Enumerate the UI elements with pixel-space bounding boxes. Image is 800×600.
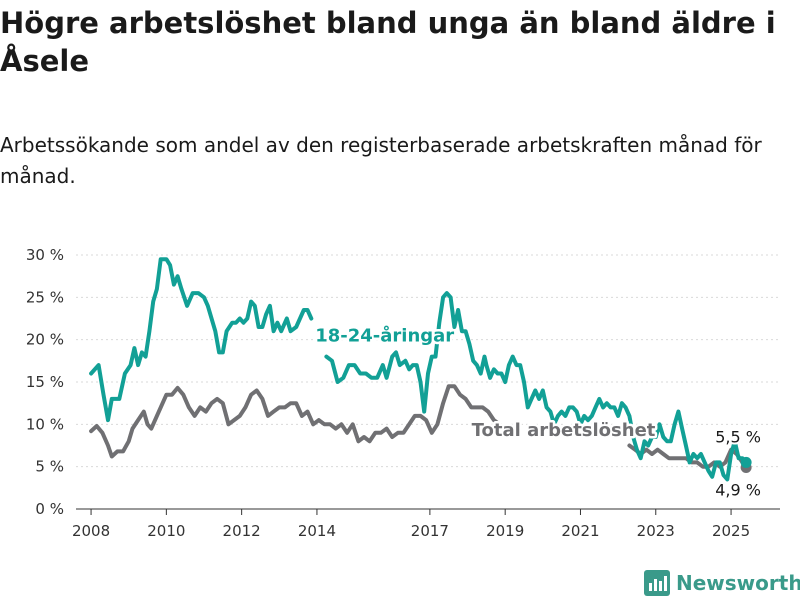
end-value-label: 5,5 % — [715, 427, 761, 446]
chart-annotations: 18-24-åringar Total arbetslöshet 5,5 % 4,9 … — [313, 322, 763, 502]
x-tick-label: 2008 — [72, 522, 110, 540]
x-tick-label: 2023 — [637, 522, 675, 540]
x-tick-label: 2017 — [411, 522, 449, 540]
x-tick-label: 2014 — [298, 522, 336, 540]
series-label: 18-24-åringar — [315, 324, 454, 346]
series-line — [89, 257, 314, 423]
page-subtitle: Arbetssökande som andel av den registerb… — [0, 133, 762, 188]
y-tick-label: 20 % — [26, 331, 64, 349]
newsworthy-brand: Newsworthy — [644, 568, 800, 598]
y-tick-label: 25 % — [26, 288, 64, 306]
x-tick-label: 2019 — [486, 522, 524, 540]
y-tick-label: 0 % — [35, 500, 64, 518]
page-title: Högre arbetslöshet bland unga än bland ä… — [0, 6, 776, 78]
series-label: Total arbetslöshet — [472, 420, 656, 441]
y-tick-label: 30 % — [26, 246, 64, 264]
series-line — [324, 291, 749, 482]
y-tick-label: 5 % — [35, 458, 64, 476]
series-end-marker — [740, 456, 752, 468]
newsworthy-logo-icon — [644, 570, 670, 596]
end-value-label: 4,9 % — [715, 481, 761, 500]
y-axis: 0 % 5 % 10 % 15 % 20 % 25 % 30 % — [26, 246, 64, 518]
x-tick-label: 2021 — [561, 522, 599, 540]
x-tick-label: 2012 — [223, 522, 261, 540]
brand-name: Newsworthy — [676, 571, 800, 595]
series-line — [89, 384, 506, 459]
x-tick-label: 2010 — [147, 522, 185, 540]
chart-series — [89, 257, 752, 482]
y-tick-label: 15 % — [26, 373, 64, 391]
x-tick-label: 2025 — [712, 522, 750, 540]
x-axis: 2008 2010 2012 2014 2017 2019 2021 2023 2025 — [72, 508, 780, 540]
y-tick-label: 10 % — [26, 415, 64, 433]
